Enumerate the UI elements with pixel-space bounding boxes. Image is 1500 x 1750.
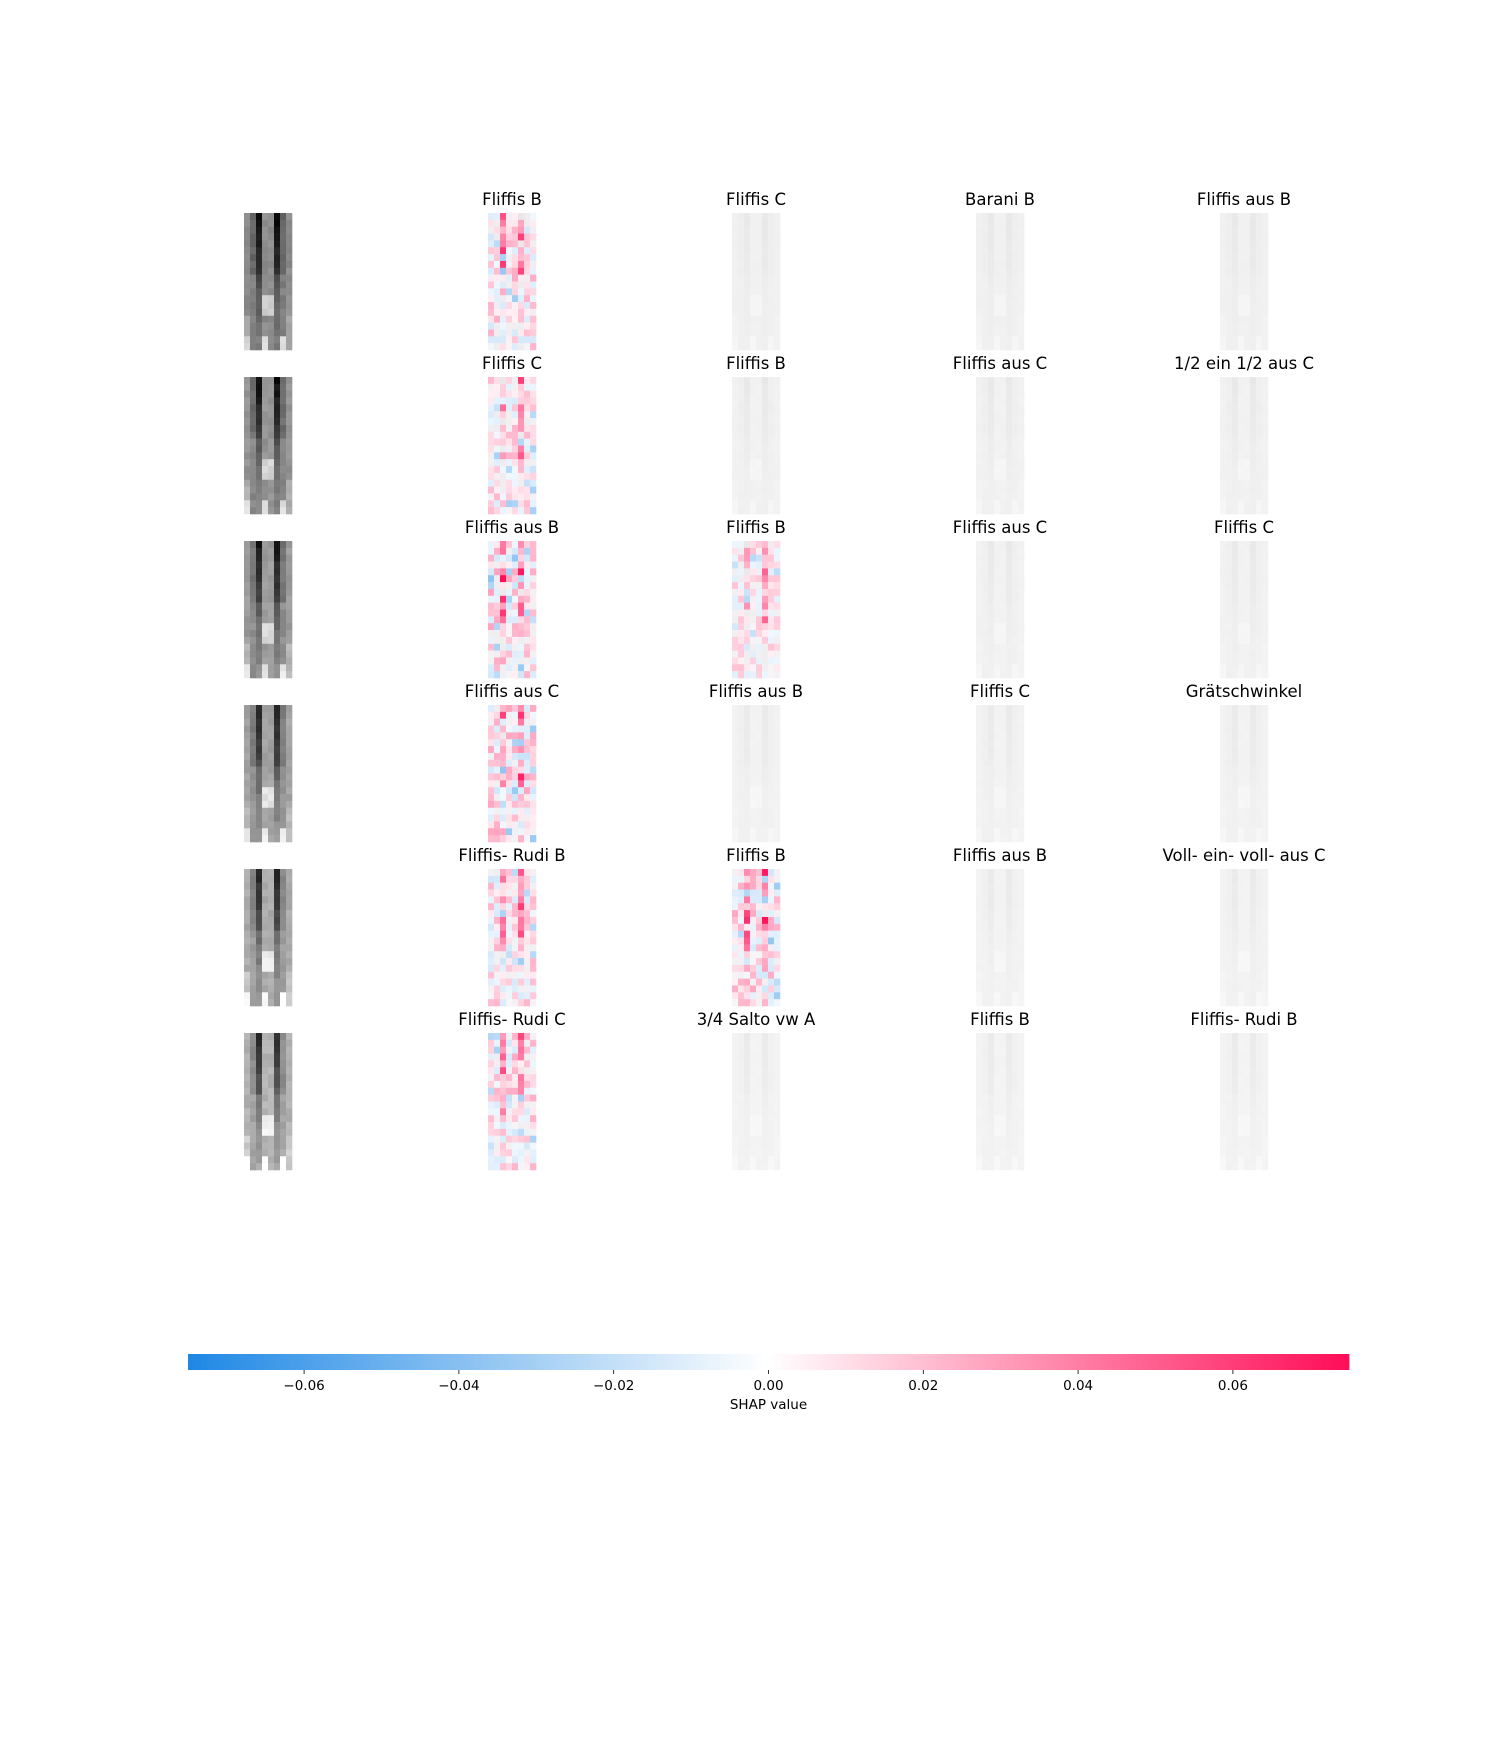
shap-map [732,541,781,679]
panel-title: Fliffis B [726,354,786,373]
panel-title: Fliffis aus B [1197,190,1291,209]
input-image [244,705,293,843]
shap-map [732,869,781,1007]
panel-title: Fliffis- Rudi B [1190,1010,1297,1029]
panel-title: Fliffis aus B [465,518,559,537]
shap-map [732,705,781,843]
panel-title: Fliffis B [726,846,786,865]
panel-title: Fliffis aus C [953,354,1047,373]
shap-map [488,213,537,351]
shap-map [976,1033,1025,1171]
shap-map [1220,213,1269,351]
panel-title: Fliffis aus C [465,682,559,701]
input-image [244,541,293,679]
panel-title: 3/4 Salto vw A [697,1010,816,1029]
shap-map [732,1033,781,1171]
shap-map [1220,377,1269,515]
panel-title: Fliffis B [726,518,786,537]
panel-title: Grätschwinkel [1186,682,1303,701]
shap-map [1220,705,1269,843]
shap-map [976,705,1025,843]
shap-map [976,377,1025,515]
panel-title: 1/2 ein 1/2 aus C [1174,354,1314,373]
colorbar-label: SHAP value [730,1397,807,1413]
shap-map [976,869,1025,1007]
colorbar-gradient [188,1354,1350,1370]
panel-title: Fliffis C [970,682,1030,701]
colorbar-tick-label: 0.04 [1063,1378,1093,1394]
panel-title: Fliffis aus B [953,846,1047,865]
panel-title: Fliffis B [970,1010,1030,1029]
colorbar-tick-label: 0.00 [753,1378,783,1394]
panel-title: Voll- ein- voll- aus C [1162,846,1325,865]
input-image [244,377,293,515]
colorbar: −0.06 −0.04 −0.02 0.00 0.02 0.04 0.06 SHAP valu… [188,1354,1350,1413]
panel-title: Fliffis- Rudi B [458,846,565,865]
colorbar-tick-label: −0.02 [593,1378,634,1394]
shap-map [976,541,1025,679]
input-image [244,869,293,1007]
panel-title: Fliffis C [482,354,542,373]
panel-grid: Fliffis B Fliffis C Barani B Fliffis aus B F… [244,190,1326,1171]
panel-title: Fliffis C [1214,518,1274,537]
shap-map [488,1033,537,1171]
panel-title: Fliffis C [726,190,786,209]
shap-map [1220,541,1269,679]
panel-title: Fliffis aus C [953,518,1047,537]
input-image [244,213,293,351]
shap-map [732,213,781,351]
shap-map [732,377,781,515]
panel-title: Fliffis B [482,190,542,209]
shap-map [1220,1033,1269,1171]
shap-map [488,869,537,1007]
colorbar-tick-label: −0.04 [438,1378,479,1394]
shap-map [488,705,537,843]
shap-map [488,377,537,515]
colorbar-tick-label: 0.06 [1218,1378,1248,1394]
colorbar-tick-label: −0.06 [283,1378,324,1394]
shap-map [976,213,1025,351]
panel-title: Fliffis- Rudi C [458,1010,565,1029]
input-image [244,1033,293,1171]
colorbar-tick-label: 0.02 [908,1378,938,1394]
shap-map [488,541,537,679]
panel-title: Fliffis aus B [709,682,803,701]
panel-title: Barani B [965,190,1035,209]
shap-map [1220,869,1269,1007]
